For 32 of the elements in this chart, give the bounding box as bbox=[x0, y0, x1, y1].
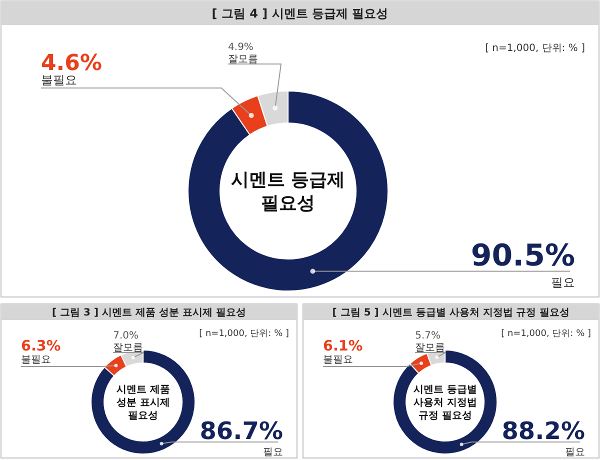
text: 필요성 bbox=[128, 410, 158, 422]
data-label: 88.2% bbox=[502, 417, 585, 445]
slice-label: 잘모름 bbox=[415, 342, 446, 354]
chart-subtitle: [ n=1,000, 단위: % ] bbox=[501, 329, 591, 339]
chart-title: [ 그림 3 ] 시멘트 제품 성분 표시제 필요성 bbox=[52, 308, 246, 319]
slice-label: 잘모름 bbox=[228, 54, 258, 65]
chart-subtitle: [ n=1,000, 단위: % ] bbox=[199, 329, 289, 339]
text: 성분 표시제 bbox=[116, 398, 170, 408]
data-label: 6.3% bbox=[21, 338, 61, 354]
slice-label: 불필요 bbox=[323, 354, 353, 366]
data-label: 4.6% bbox=[41, 51, 102, 76]
chart-title: [ 그림 4 ] 시멘트 등급제 필요성 bbox=[212, 6, 388, 20]
slice-label: 필요 bbox=[263, 447, 283, 458]
text: 시멘트 등급제 bbox=[230, 170, 346, 191]
slice-label: 불필요 bbox=[21, 354, 51, 366]
chart-title: [ 그림 5 ] 시멘트 등급별 사용처 지정법 규정 필요성 bbox=[332, 308, 570, 319]
data-label: 5.7% bbox=[415, 330, 440, 342]
slice-label: 필요 bbox=[565, 447, 585, 458]
slice-label: 불필요 bbox=[41, 73, 77, 87]
data-label: 86.7% bbox=[200, 417, 283, 445]
text: 시멘트 제품 bbox=[116, 384, 170, 396]
text: 필요성 bbox=[261, 193, 316, 214]
text: 시멘트 등급별 bbox=[413, 384, 477, 396]
text: 규정 필요성 bbox=[418, 410, 472, 422]
data-label: 7.0% bbox=[113, 330, 138, 342]
data-label: 4.9% bbox=[228, 42, 254, 53]
text: 사용처 지정법 bbox=[413, 398, 477, 408]
data-label: 90.5% bbox=[470, 238, 575, 274]
slice-label: 잘모름 bbox=[113, 342, 144, 354]
data-label: 6.1% bbox=[323, 338, 363, 354]
slice-label: 필요 bbox=[551, 275, 575, 290]
chart-subtitle: [ n=1,000, 단위: % ] bbox=[485, 43, 586, 54]
